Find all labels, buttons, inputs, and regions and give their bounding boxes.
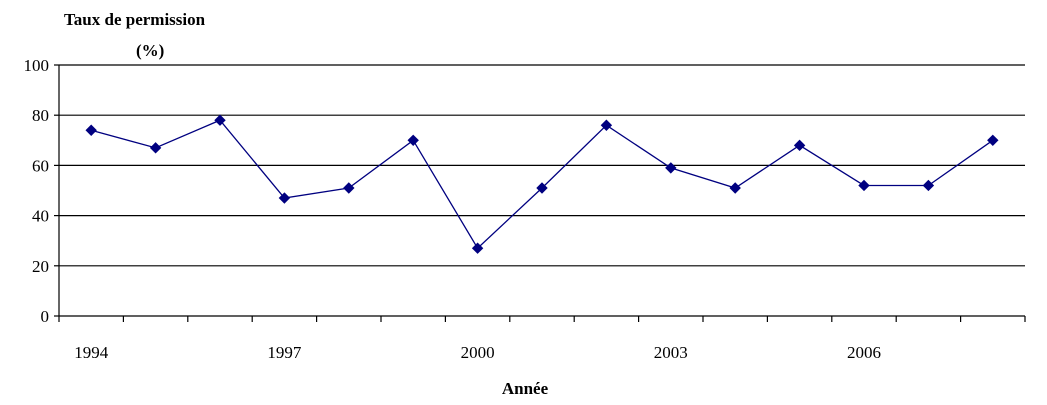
y-tick-label: 40 (32, 207, 49, 226)
data-point (407, 134, 419, 147)
y-axis-title: Taux de permission (64, 10, 206, 29)
y-tick-label: 20 (32, 257, 49, 276)
y-tick-label: 60 (32, 156, 49, 175)
y-tick-label: 100 (24, 56, 50, 75)
data-point (922, 179, 935, 192)
data-point (987, 134, 999, 147)
data-series (85, 114, 999, 254)
data-point (600, 119, 613, 131)
y-tick-label: 0 (41, 307, 50, 326)
gridlines (59, 64, 1025, 267)
data-point (665, 162, 677, 174)
data-point (214, 114, 226, 126)
data-point (858, 179, 870, 192)
data-point (471, 242, 484, 254)
data-point (149, 142, 162, 154)
data-point (536, 182, 548, 194)
labels: Taux de permission (%) Année 0 20 40 60 80 10… (24, 10, 882, 398)
data-point (85, 124, 97, 136)
data-point (729, 182, 741, 194)
data-point (343, 182, 355, 194)
x-axis-title: Année (502, 379, 549, 398)
x-tick-label: 2006 (847, 343, 881, 362)
x-tick-label: 1994 (74, 343, 109, 362)
y-axis-title-unit: (%) (136, 41, 164, 60)
data-point (793, 139, 806, 152)
x-tick-label: 1997 (267, 343, 302, 362)
x-tick-label: 2003 (654, 343, 688, 362)
axes (54, 64, 1026, 322)
data-point (278, 192, 291, 204)
y-tick-label: 80 (32, 106, 49, 125)
x-tick-label: 2000 (461, 343, 495, 362)
